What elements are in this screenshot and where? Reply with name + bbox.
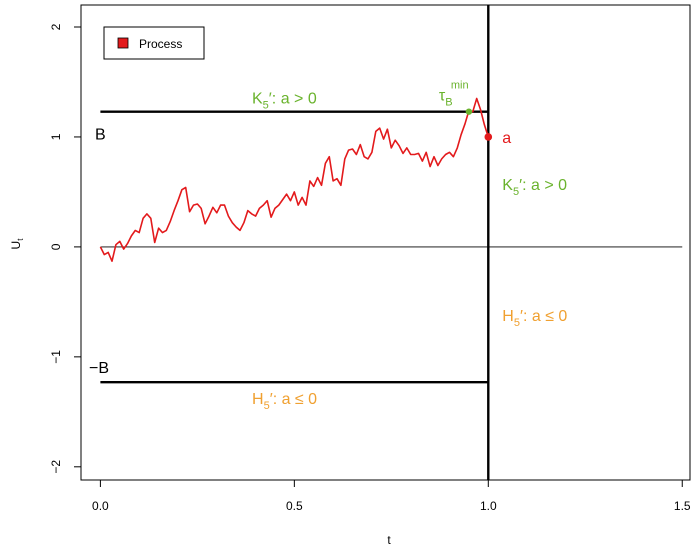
plot-frame (80, 4, 691, 481)
label-B: B (95, 127, 106, 144)
label-H-lower: H5′: a ≤ 0 (252, 391, 317, 412)
y-tick-label: −1 (49, 350, 63, 364)
annotations: B −B a τBmin K5′: a > 0 K5′: a > 0 H5′: a ≤ 0 H… (89, 80, 567, 412)
x-tick-label: 1.0 (480, 499, 497, 513)
legend-label-process: Process (139, 37, 182, 51)
label-a: a (502, 130, 511, 147)
point-tau (465, 108, 473, 115)
legend-swatch-process (117, 37, 129, 49)
label-neg-B: −B (89, 360, 109, 377)
y-axis-title: Ut (9, 238, 25, 250)
label-K-right: K5′: a > 0 (502, 177, 567, 198)
label-tau-min: τBmin (439, 80, 469, 109)
legend: Process (103, 26, 205, 60)
reference-lines (100, 5, 683, 480)
x-tick-label: 1.5 (674, 499, 691, 513)
x-tick-label: 0.5 (286, 499, 303, 513)
label-K-upper: K5′: a > 0 (252, 91, 317, 112)
x-tick-label: 0.0 (92, 499, 109, 513)
label-H-right: H5′: a ≤ 0 (502, 308, 567, 329)
highlight-points (465, 108, 493, 141)
y-tick-label: 1 (49, 133, 63, 140)
y-tick-label: 0 (49, 243, 63, 250)
axis-ticks: 0.0 0.5 1.0 1.5 −2 −1 0 1 2 (49, 23, 691, 513)
y-tick-label: −2 (49, 460, 63, 474)
process-series-line (99, 97, 490, 263)
point-a (484, 133, 493, 141)
x-axis-title: t (387, 533, 391, 547)
y-tick-label: 2 (49, 23, 63, 30)
